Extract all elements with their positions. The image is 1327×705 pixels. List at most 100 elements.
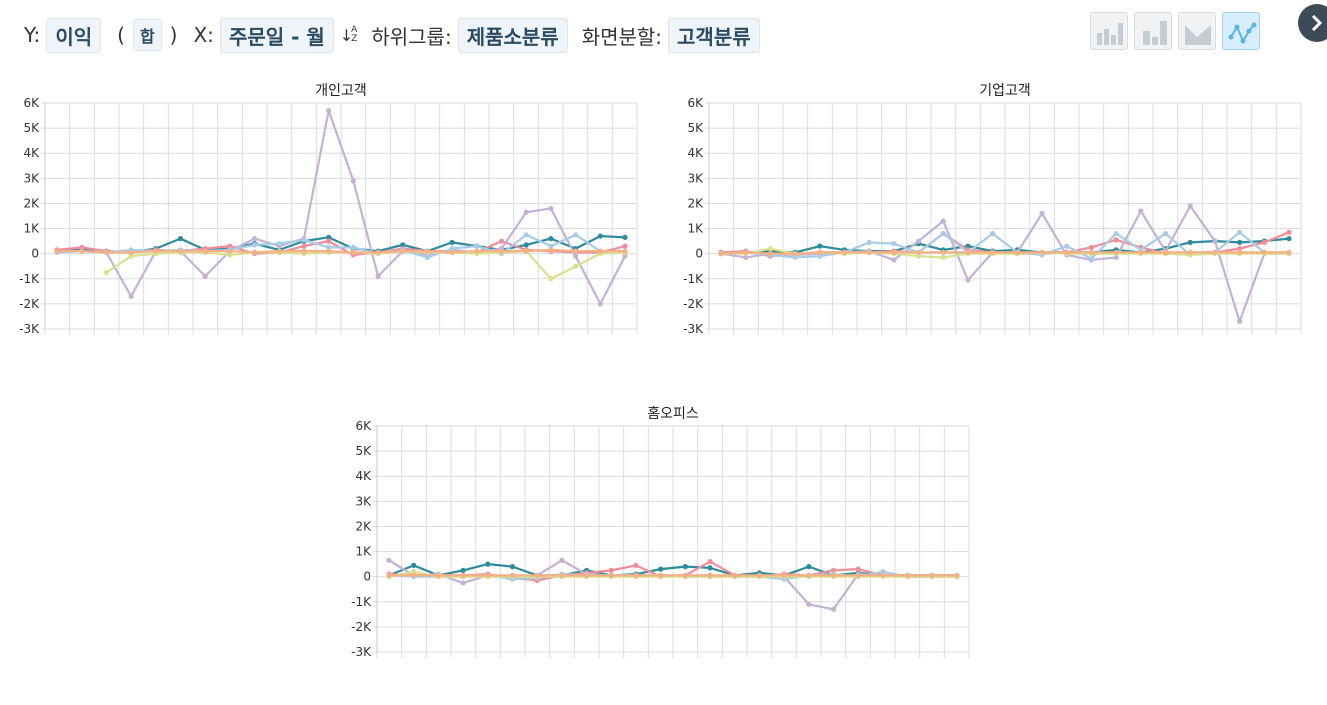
data-point[interactable] [523, 209, 529, 215]
data-point[interactable] [622, 248, 628, 254]
data-point[interactable] [891, 249, 897, 256]
aggregation-selector[interactable]: 합 [132, 19, 162, 51]
data-point[interactable] [326, 244, 332, 250]
data-point[interactable] [301, 248, 307, 254]
data-point[interactable] [411, 562, 417, 568]
data-point[interactable] [326, 107, 332, 114]
data-point[interactable] [940, 230, 946, 237]
data-point[interactable] [990, 230, 996, 237]
data-point[interactable] [449, 246, 455, 252]
data-point[interactable] [767, 251, 773, 257]
data-point[interactable] [792, 254, 798, 261]
data-point[interactable] [128, 293, 134, 299]
data-point[interactable] [1088, 244, 1095, 250]
data-point[interactable] [350, 178, 356, 184]
data-point[interactable] [375, 273, 381, 279]
data-point[interactable] [227, 252, 233, 258]
data-point[interactable] [1261, 249, 1267, 256]
data-point[interactable] [608, 567, 614, 573]
data-point[interactable] [251, 236, 258, 242]
data-point[interactable] [251, 242, 258, 248]
data-point[interactable] [940, 254, 946, 261]
data-point[interactable] [251, 249, 258, 256]
data-point[interactable] [1014, 249, 1020, 256]
data-point[interactable] [474, 248, 480, 254]
data-point[interactable] [608, 572, 614, 579]
data-point[interactable] [658, 566, 664, 572]
data-point[interactable] [707, 572, 713, 579]
data-point[interactable] [301, 243, 307, 249]
data-point[interactable] [1237, 246, 1243, 252]
data-point[interactable] [103, 269, 109, 276]
data-point[interactable] [523, 242, 529, 248]
data-point[interactable] [597, 233, 603, 239]
data-point[interactable] [202, 248, 208, 254]
data-point[interactable] [79, 244, 85, 250]
data-point[interactable] [743, 254, 749, 261]
data-point[interactable] [830, 567, 837, 573]
data-point[interactable] [548, 236, 554, 242]
data-point[interactable] [559, 572, 565, 579]
data-point[interactable] [523, 248, 529, 254]
data-point[interactable] [128, 253, 134, 259]
data-point[interactable] [990, 249, 996, 256]
data-point[interactable] [965, 277, 971, 283]
data-point[interactable] [1088, 256, 1095, 262]
data-point[interactable] [954, 572, 960, 579]
data-point[interactable] [375, 249, 381, 256]
data-point[interactable] [498, 248, 505, 254]
data-point[interactable] [424, 248, 431, 254]
data-point[interactable] [548, 243, 554, 249]
data-point[interactable] [792, 251, 798, 257]
data-point[interactable] [400, 248, 406, 254]
data-point[interactable] [855, 566, 861, 572]
data-point[interactable] [326, 234, 332, 240]
data-point[interactable] [548, 205, 554, 212]
data-point[interactable] [732, 572, 738, 579]
data-point[interactable] [891, 257, 897, 263]
data-point[interactable] [817, 243, 823, 249]
data-point[interactable] [718, 251, 724, 257]
data-point[interactable] [177, 248, 184, 254]
data-point[interactable] [54, 248, 60, 254]
data-point[interactable] [400, 242, 406, 248]
data-point[interactable] [1237, 249, 1243, 256]
data-point[interactable] [326, 238, 332, 244]
data-point[interactable] [1212, 238, 1218, 244]
data-point[interactable] [509, 564, 516, 570]
data-point[interactable] [128, 249, 134, 256]
data-point[interactable] [830, 606, 837, 612]
next-button[interactable] [1298, 4, 1327, 42]
data-point[interactable] [1088, 249, 1095, 256]
data-point[interactable] [386, 572, 392, 579]
bar-chart-button[interactable] [1090, 12, 1128, 50]
data-point[interactable] [411, 569, 417, 575]
y-field-selector[interactable]: 이익 [46, 17, 102, 53]
data-point[interactable] [1286, 229, 1292, 235]
data-point[interactable] [424, 254, 431, 261]
data-point[interactable] [460, 580, 466, 586]
data-point[interactable] [965, 249, 971, 256]
data-point[interactable] [915, 249, 922, 256]
data-point[interactable] [929, 572, 935, 579]
data-point[interactable] [386, 557, 392, 563]
data-point[interactable] [682, 564, 688, 570]
data-point[interactable] [227, 248, 233, 254]
data-point[interactable] [1064, 243, 1070, 249]
data-point[interactable] [1138, 249, 1144, 256]
data-point[interactable] [940, 249, 946, 256]
data-point[interactable] [460, 572, 466, 579]
data-point[interactable] [1113, 230, 1119, 237]
data-point[interactable] [573, 248, 579, 254]
data-point[interactable] [915, 253, 922, 259]
data-point[interactable] [597, 248, 603, 254]
data-point[interactable] [915, 238, 922, 244]
data-point[interactable] [891, 241, 897, 247]
data-point[interactable] [622, 243, 628, 249]
data-point[interactable] [855, 572, 861, 579]
data-point[interactable] [756, 572, 763, 579]
data-point[interactable] [1237, 318, 1243, 325]
data-point[interactable] [1261, 239, 1267, 245]
data-point[interactable] [817, 253, 823, 259]
data-point[interactable] [682, 572, 688, 579]
